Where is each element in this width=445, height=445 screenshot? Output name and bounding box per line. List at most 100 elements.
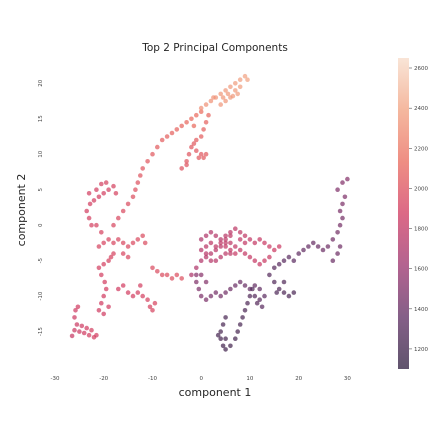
scatter-point [97, 195, 102, 200]
scatter-point [274, 290, 279, 295]
scatter-point [209, 294, 214, 299]
scatter-point [75, 322, 80, 327]
scatter-point [165, 273, 170, 278]
scatter-point [233, 244, 238, 249]
scatter-point [214, 258, 219, 263]
scatter-point [204, 244, 209, 249]
scatter-point [70, 334, 75, 339]
scatter-point [82, 331, 87, 336]
scatter-point [114, 191, 119, 196]
scatter-point [192, 124, 197, 129]
scatter-point [72, 328, 77, 333]
scatter-point [189, 273, 194, 278]
scatter-point [235, 92, 240, 97]
scatter-point [267, 273, 272, 278]
scatter-point [150, 152, 155, 157]
scatter-point [101, 191, 106, 196]
scatter-point [238, 322, 243, 327]
scatter-point [94, 223, 99, 228]
scatter-point [282, 258, 287, 263]
scatter-point [121, 241, 126, 246]
scatter-point [223, 315, 228, 320]
plot-area [70, 74, 350, 352]
scatter-point [204, 120, 209, 125]
scatter-point [331, 237, 336, 242]
scatter-point [165, 134, 170, 139]
scatter-point [199, 106, 204, 111]
scatter-point [221, 322, 226, 327]
colorbar-tick-label: 1600 [414, 267, 428, 273]
scatter-point [150, 308, 155, 313]
scatter-point [101, 262, 106, 267]
scatter-point [106, 305, 111, 310]
scatter-point [306, 244, 311, 249]
scatter-point [214, 234, 219, 239]
scatter-point [97, 308, 102, 313]
scatter-point [282, 290, 287, 295]
scatter-point [292, 290, 297, 295]
scatter-point [223, 251, 228, 256]
y-tick-label: 0 [38, 223, 44, 227]
scatter-point [262, 258, 267, 263]
scatter-point [153, 301, 158, 306]
scatter-point [209, 241, 214, 246]
scatter-point [209, 258, 214, 263]
scatter-point [292, 258, 297, 263]
y-tick-label: -5 [38, 257, 44, 263]
scatter-point [238, 248, 243, 253]
scatter-point [175, 127, 180, 132]
scatter-point [131, 241, 136, 246]
scatter-point [97, 244, 102, 249]
x-tick-label: 10 [246, 376, 253, 382]
scatter-point [106, 237, 111, 242]
scatter-point [199, 273, 204, 278]
scatter-point [89, 328, 94, 333]
x-tick-label: -20 [99, 376, 108, 382]
scatter-point [214, 244, 219, 249]
scatter-point [116, 216, 121, 221]
scatter-point [316, 244, 321, 249]
scatter-point [272, 266, 277, 271]
scatter-point [204, 234, 209, 239]
scatter-point [204, 102, 209, 107]
scatter-point [257, 237, 262, 242]
scatter-point [145, 297, 150, 302]
x-tick-label: 20 [295, 376, 302, 382]
scatter-point [262, 241, 267, 246]
scatter-point [206, 113, 211, 118]
scatter-point [243, 308, 248, 313]
scatter-point [345, 177, 350, 182]
scatter-point [233, 336, 238, 341]
colorbar-tick-label: 2200 [414, 146, 428, 152]
colorbar-tick-label: 2000 [414, 186, 428, 192]
scatter-point [338, 209, 343, 214]
scatter-point [204, 152, 209, 157]
scatter-point [228, 241, 233, 246]
scatter-point [179, 276, 184, 281]
scatter-point [223, 347, 228, 352]
scatter-point [92, 198, 97, 203]
scatter-point [218, 294, 223, 299]
scatter-point [136, 237, 141, 242]
scatter-point [204, 280, 209, 285]
scatter-point [99, 273, 104, 278]
scatter-point [131, 294, 136, 299]
scatter-point [199, 237, 204, 242]
scatter-point [121, 251, 126, 256]
scatter-point [277, 262, 282, 267]
scatter-point [194, 148, 199, 153]
scatter-point [194, 138, 199, 143]
scatter-point [287, 255, 292, 260]
scatter-point [248, 255, 253, 260]
scatter-point [84, 209, 89, 214]
scatter-point [214, 290, 219, 295]
scatter-point [94, 187, 99, 192]
scatter-point [257, 297, 262, 302]
scatter-point [331, 258, 336, 263]
scatter-point [250, 287, 255, 292]
scatter-point [136, 180, 141, 185]
scatter-point [131, 195, 136, 200]
scatter-point [243, 234, 248, 239]
scatter-point [335, 251, 340, 256]
